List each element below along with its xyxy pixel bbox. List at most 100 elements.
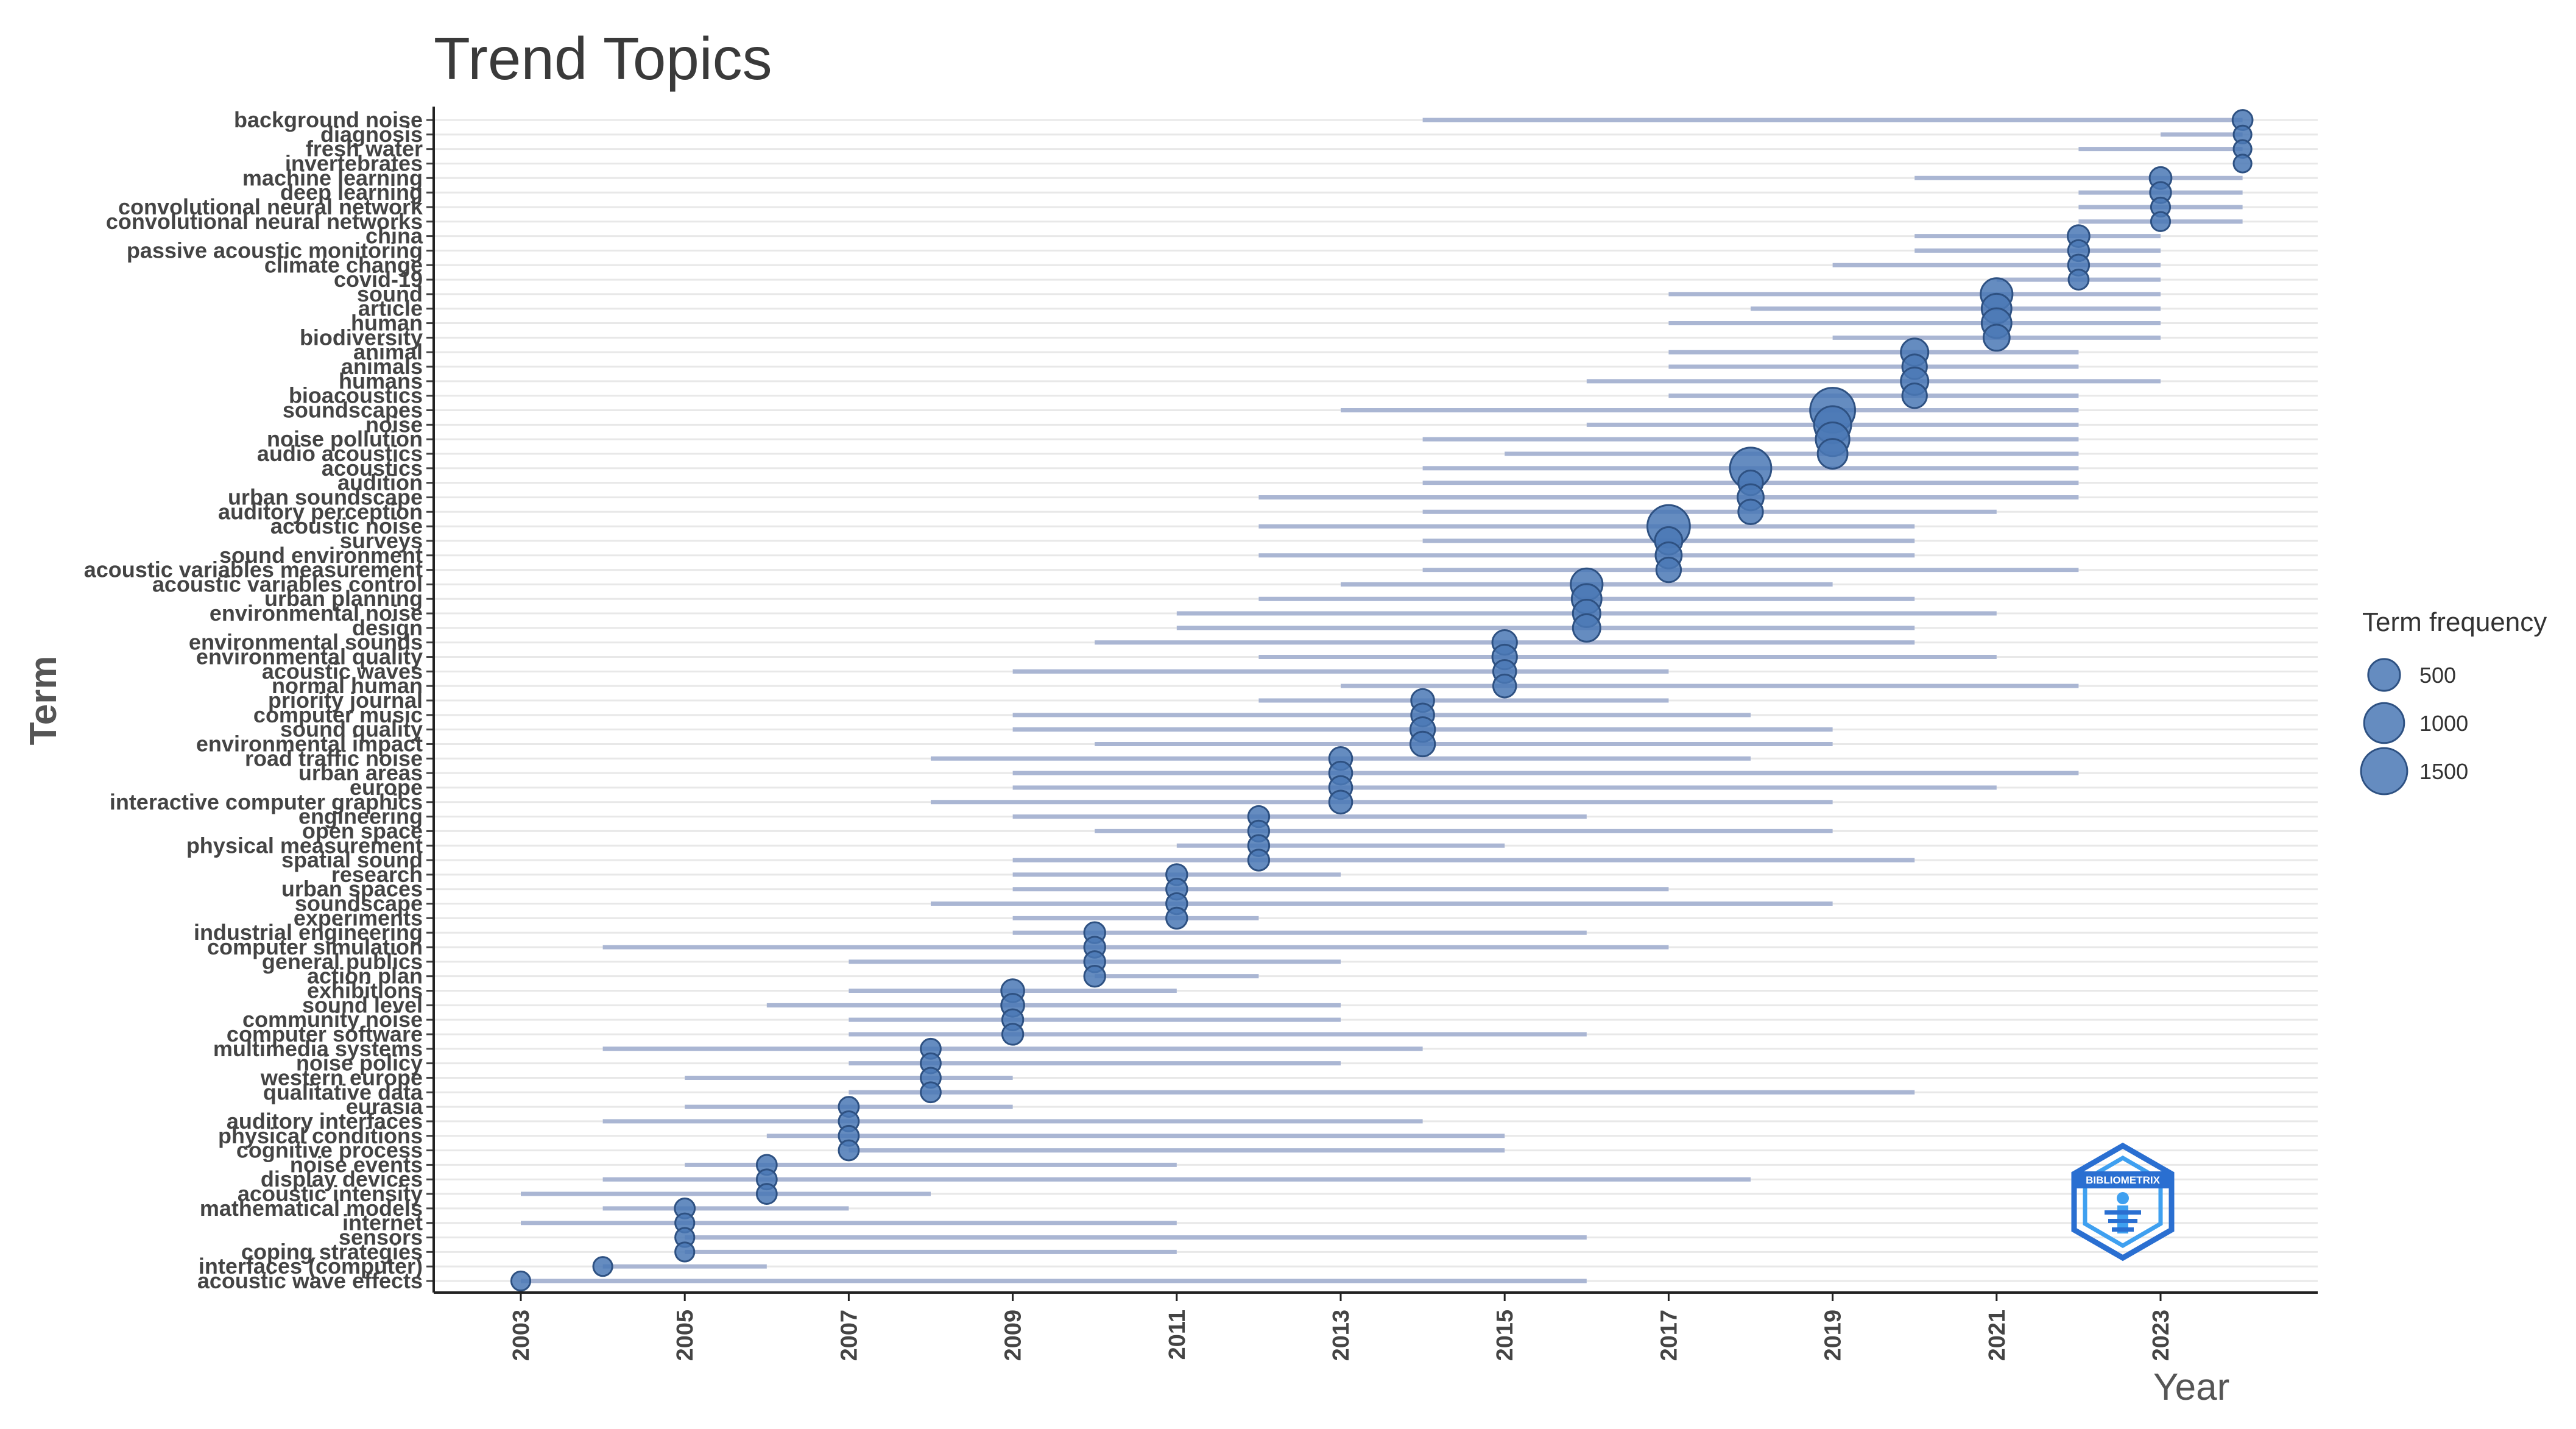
term-point [674, 1241, 696, 1263]
term-point [1409, 730, 1436, 758]
term-point [1901, 382, 1928, 409]
term-point [1492, 673, 1517, 699]
term-point [1655, 556, 1682, 584]
term-point [838, 1139, 860, 1162]
term-label: acoustic variables control [152, 571, 423, 596]
term-label: surveys [340, 528, 423, 553]
term-label: soundscapes [283, 398, 423, 423]
term-point [1572, 613, 1601, 643]
term-label: industrial engineering [194, 920, 423, 945]
term-label: interactive computer graphics [110, 789, 423, 814]
legend-key [2363, 702, 2405, 744]
term-label: environmental quality [196, 644, 423, 669]
term-label: action plan [307, 964, 423, 989]
term-label: design [352, 615, 423, 640]
x-axis-title: Year [2153, 1366, 2229, 1408]
legend: Term frequency 500 1000 1500 [2360, 607, 2547, 796]
term-label: sensors [339, 1225, 423, 1250]
term-label: europe [350, 775, 423, 800]
term-label: computer music [253, 702, 423, 727]
term-label: noise events [290, 1152, 423, 1177]
term-label: exhibitions [307, 978, 423, 1003]
term-label: environmental noise [210, 601, 423, 626]
term-label: urban planning [264, 586, 423, 611]
term-label: invertebrates [285, 150, 423, 175]
x-tick-label: 2013 [1329, 1310, 1354, 1361]
term-label: cognitive process [236, 1138, 423, 1163]
term-label: human [351, 311, 423, 336]
term-label: article [358, 296, 423, 321]
term-label: passive acoustic monitoring [127, 238, 423, 263]
term-label: display devices [261, 1166, 423, 1191]
term-point [755, 1183, 778, 1205]
term-label: acoustic noise [270, 513, 423, 538]
term-point [510, 1270, 532, 1292]
term-label: deep learning [280, 180, 423, 205]
term-label: sound [357, 281, 423, 306]
term-label: animal [353, 339, 423, 364]
x-tick-label: 2005 [672, 1310, 698, 1361]
term-label: acoustic wave effects [197, 1268, 423, 1293]
term-point [1001, 1023, 1025, 1046]
term-label: physical measurement [186, 833, 423, 858]
term-label: auditory interfaces [227, 1109, 423, 1134]
term-label: acoustic variables measurement [84, 557, 423, 582]
term-label: convolutional neural network [118, 194, 423, 219]
term-label: spatial sound [281, 847, 423, 872]
term-label: acoustic waves [262, 658, 423, 683]
term-point [1247, 849, 1271, 872]
term-label: computer software [227, 1021, 423, 1046]
x-tick-label: 2021 [1985, 1310, 2010, 1361]
legend-title: Term frequency [2362, 607, 2547, 637]
term-label: internet [342, 1210, 423, 1235]
term-label: animals [341, 354, 423, 379]
term-label: sound level [302, 992, 423, 1017]
legend-items: 500 1000 1500 [2360, 658, 2468, 796]
legend-key [2360, 747, 2408, 796]
term-label: machine learning [242, 165, 423, 190]
term-label: convolutional neural networks [106, 209, 423, 234]
term-point [1982, 323, 2011, 352]
term-label: qualitative data [263, 1079, 423, 1104]
logo-text: BIBLIOMETRIX [2086, 1174, 2160, 1186]
term-label: humans [339, 369, 423, 393]
term-label: general publics [262, 949, 423, 974]
term-label: western europe [260, 1065, 423, 1090]
term-label: community noise [242, 1007, 423, 1032]
term-point [1328, 789, 1353, 815]
term-label: research [331, 862, 423, 887]
chart-title: Trend Topics [434, 25, 772, 92]
y-axis-title: Term [23, 655, 65, 745]
term-label: covid-19 [334, 267, 423, 292]
x-tick-label: 2007 [836, 1310, 862, 1361]
bibliometrix-logo: BIBLIOMETRIX [2071, 1142, 2175, 1261]
term-label: fresh water [306, 136, 423, 161]
term-label: soundscape [295, 891, 423, 916]
term-point [1737, 498, 1764, 525]
x-tick-label: 2009 [1001, 1310, 1026, 1361]
legend-label: 1000 [2419, 711, 2468, 736]
term-label: acoustic intensity [238, 1181, 423, 1206]
term-point [1165, 906, 1188, 930]
term-label: audition [337, 470, 423, 495]
x-tick-label: 2015 [1492, 1310, 1518, 1361]
term-label: urban areas [298, 760, 423, 785]
x-tick-label: 2023 [2148, 1310, 2174, 1361]
x-tick-label: 2019 [1821, 1310, 1846, 1361]
term-label: coping strategies [241, 1239, 423, 1264]
term-label: sound quality [280, 717, 423, 742]
term-label: environmental impact [196, 731, 423, 756]
term-label: experiments [294, 905, 423, 930]
legend-key [2367, 658, 2401, 692]
term-label: physical conditions [218, 1123, 423, 1148]
term-label: bioacoustics [289, 383, 423, 408]
term-label: urban soundscape [228, 484, 423, 509]
x-tick-label: 2011 [1165, 1310, 1190, 1360]
term-label: noise [365, 412, 423, 437]
x-tick-label: 2017 [1656, 1310, 1682, 1361]
term-label: interfaces (computer) [199, 1254, 423, 1279]
term-label: climate change [264, 252, 423, 277]
term-label: urban spaces [281, 877, 423, 902]
